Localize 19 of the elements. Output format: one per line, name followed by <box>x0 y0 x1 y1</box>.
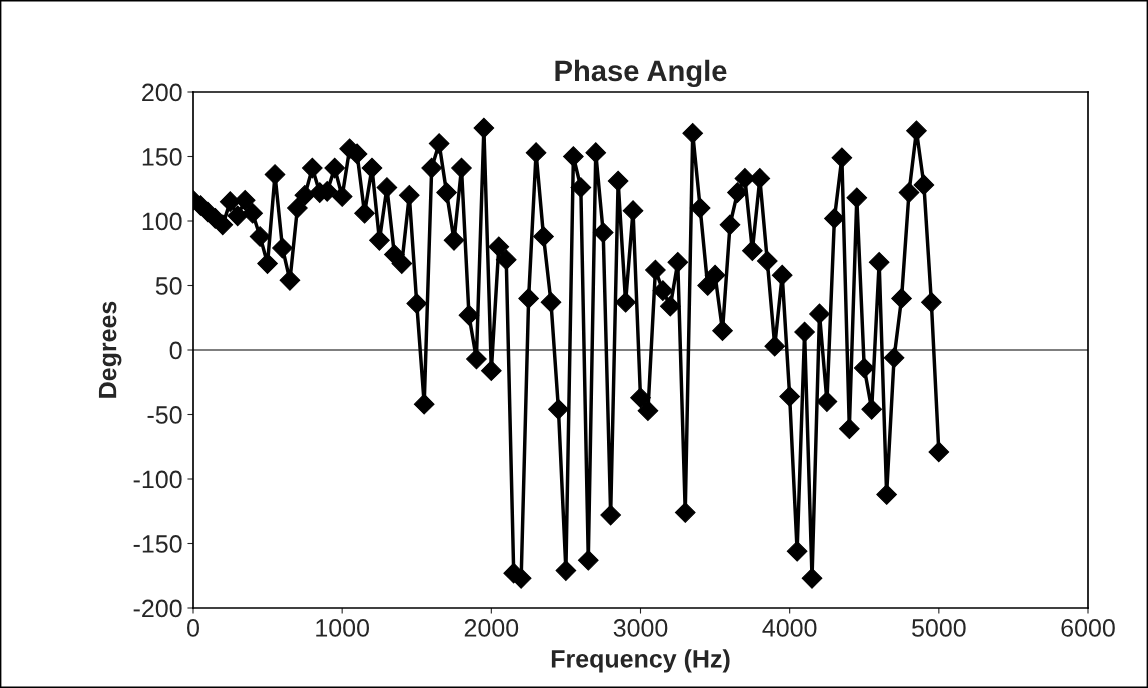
y-tick-label: -200 <box>133 599 182 618</box>
chart-title: Phase Angle <box>555 59 727 88</box>
x-tick-label: 5000 <box>912 619 966 637</box>
y-tick-label: 50 <box>155 277 182 295</box>
y-tick-label: 100 <box>142 212 182 231</box>
y-tick-label: 0 <box>169 341 182 360</box>
x-tick-label: 1000 <box>316 619 369 637</box>
y-tick-label: 200 <box>142 83 182 102</box>
x-tick-label: 0 <box>187 619 199 637</box>
x-tick-label: 6000 <box>1061 619 1115 637</box>
x-tick-label: 4000 <box>762 619 817 637</box>
y-tick-label: -150 <box>133 535 182 553</box>
y-tick-label: -100 <box>133 470 182 489</box>
y-tick-label: 150 <box>142 148 182 166</box>
x-axis-title: Frequency (Hz) <box>551 649 730 673</box>
x-tick-label: 2000 <box>464 619 519 637</box>
x-tick-label: 3000 <box>613 619 668 637</box>
y-axis-title: Degrees <box>98 301 122 398</box>
y-tick-label: -50 <box>147 406 182 424</box>
